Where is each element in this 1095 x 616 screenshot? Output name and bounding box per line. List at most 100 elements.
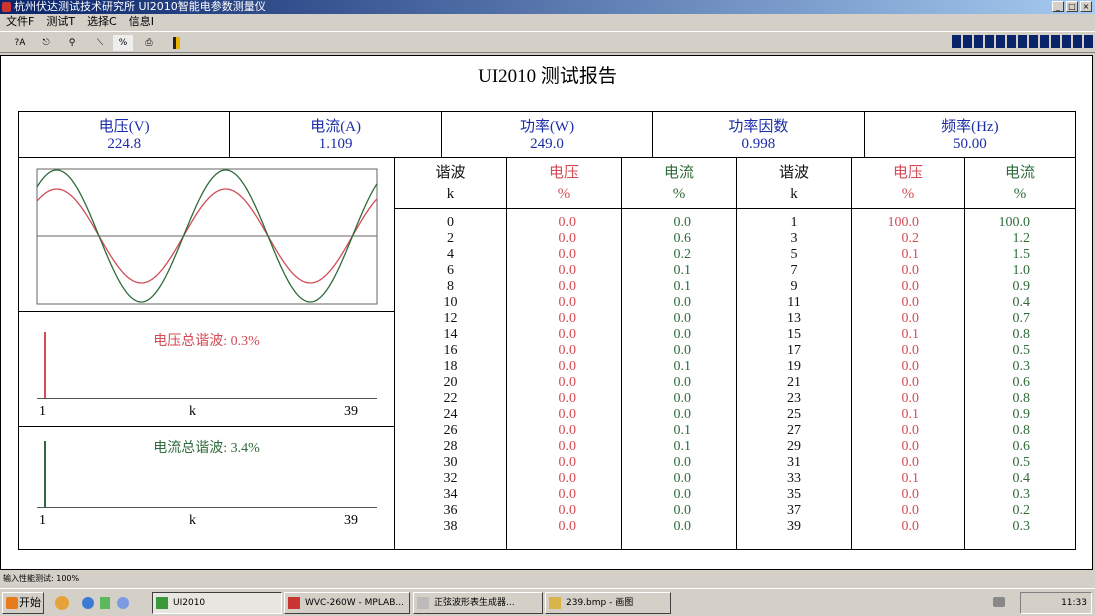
axis-end: 39 xyxy=(344,404,358,419)
table-cell: 0.0 xyxy=(901,279,920,294)
signal-level-meter xyxy=(952,35,1095,48)
maximize-button[interactable]: □ xyxy=(1066,1,1078,12)
task-label: WVC-260W - MPLAB... xyxy=(305,598,404,608)
column-even_i: 电流% 0.0 0.6 0.2 0.1 0.1 0.0 0.0 0.0 0.0 0.1 0.0 0.0 0… xyxy=(622,158,737,549)
table-cell: 0.1 xyxy=(673,423,692,438)
printer-tray-icon[interactable] xyxy=(993,597,1005,607)
table-cell: 0.9 xyxy=(1012,407,1031,422)
table-cell: 32 xyxy=(443,471,458,486)
current-waveform xyxy=(36,169,378,303)
taskbar: 开始 UI2010 WVC-260W - MPLAB... 正弦波形表生成器..… xyxy=(0,588,1095,616)
level-segment xyxy=(952,35,961,48)
table-cell: 22 xyxy=(443,391,458,406)
browser-icon[interactable] xyxy=(82,597,94,609)
column-header: 电压% xyxy=(852,158,964,209)
table-cell: 0.0 xyxy=(673,215,692,230)
table-cell: 0.0 xyxy=(673,455,692,470)
current-fundamental-bar xyxy=(44,441,46,507)
label: 电压(V) xyxy=(98,119,150,135)
windows-logo-icon xyxy=(6,597,18,609)
table-cell: 0.0 xyxy=(558,471,577,486)
table-cell: 5 xyxy=(790,247,798,262)
column-odd_k: 谐波 k 1 3 5 7 9 11 13 15 17 19 21 23 25 27 29 31 33 35 37 39 xyxy=(737,158,852,549)
table-cell: 16 xyxy=(443,343,458,358)
exit-icon[interactable] xyxy=(166,35,186,51)
quicklaunch-icon[interactable] xyxy=(100,597,110,609)
percent-icon[interactable]: % xyxy=(113,35,133,51)
column-header: 谐波 k xyxy=(395,158,506,209)
menu-bar: 文件F 测试T 选择C 信息I xyxy=(0,14,1095,29)
minimize-button[interactable]: _ xyxy=(1052,1,1064,12)
table-cell: 0.0 xyxy=(558,439,577,454)
paint-icon xyxy=(549,597,561,609)
status-bar: 输入性能测试: 100% xyxy=(3,574,80,583)
label: 功率因数 xyxy=(728,119,789,135)
table-cell: 0.0 xyxy=(901,295,920,310)
table-cell: 0.0 xyxy=(558,503,577,518)
zoom-icon[interactable]: ⚲ xyxy=(68,38,76,48)
header-text: 谐波 xyxy=(435,165,466,181)
table-cell: 0 xyxy=(447,215,454,230)
toolbar: ?A ⎋ ⚲ ⟍ % ⎙ xyxy=(0,31,1095,53)
harmonics-table: 谐波 k 0 2 4 6 8 10 12 14 16 18 20 22 24 26 28 30 32 34 36 38 电压… xyxy=(394,157,1076,550)
lock-icon[interactable]: ⎋ xyxy=(42,38,50,48)
axis-label: k xyxy=(189,404,196,419)
table-cell: 0.1 xyxy=(901,471,920,486)
table-cell: 26 xyxy=(443,423,458,438)
table-cell: 7 xyxy=(790,263,798,278)
table-cell: 11 xyxy=(787,295,801,310)
axis-label: k xyxy=(189,513,196,528)
label: 功率(W) xyxy=(519,119,575,135)
table-cell: 10 xyxy=(443,295,458,310)
value: 1.109 xyxy=(318,136,353,152)
table-cell: 0.2 xyxy=(1012,503,1031,518)
table-cell: 0.0 xyxy=(673,311,692,326)
table-cell: 0.0 xyxy=(558,247,577,262)
table-cell: 1 xyxy=(790,215,798,230)
table-cell: 0.0 xyxy=(673,391,692,406)
table-cell: 0.0 xyxy=(558,215,577,230)
menu-select[interactable]: 选择C xyxy=(87,15,117,28)
column-header: 电流% xyxy=(965,158,1075,209)
table-cell: 33 xyxy=(787,471,801,486)
header-text: 电压 xyxy=(892,165,923,181)
level-segment xyxy=(1062,35,1071,48)
print-icon[interactable]: ⎙ xyxy=(145,38,153,48)
close-button[interactable]: × xyxy=(1080,1,1092,12)
header-text: 谐波 xyxy=(778,165,809,181)
menu-info[interactable]: 信息I xyxy=(128,15,154,28)
table-cell: 3 xyxy=(790,231,798,246)
auto-range-icon[interactable]: ?A xyxy=(14,38,26,48)
table-cell: 8 xyxy=(447,279,454,294)
clock[interactable]: 11:33 xyxy=(1061,598,1087,608)
table-cell: 20 xyxy=(443,375,458,390)
column-header: 电流% xyxy=(622,158,736,209)
table-cell: 0.0 xyxy=(901,359,920,374)
task-mplab[interactable]: WVC-260W - MPLAB... xyxy=(284,592,410,614)
table-cell: 6 xyxy=(447,263,454,278)
start-button[interactable]: 开始 xyxy=(2,592,44,614)
task-paint[interactable]: 239.bmp - 画图 xyxy=(545,592,671,614)
table-cell: 0.5 xyxy=(1012,343,1031,358)
voltage-waveform xyxy=(36,188,378,284)
table-cell: 0.0 xyxy=(558,295,577,310)
quicklaunch-icon[interactable] xyxy=(117,597,129,609)
voltage-thd: 电压总谐波: 0.3% xyxy=(153,334,260,349)
probe-icon[interactable]: ⟍ xyxy=(96,38,104,48)
table-cell: 0.0 xyxy=(673,375,692,390)
table-cell: 0.2 xyxy=(901,231,920,246)
menu-test[interactable]: 测试T xyxy=(46,15,76,28)
quicklaunch-icon[interactable] xyxy=(55,596,69,610)
column-odd_v: 电压% 100.0 0.2 0.1 0.0 0.0 0.0 0.0 0.1 0.0 0.0 0.0 0.… xyxy=(852,158,965,549)
level-segment xyxy=(963,35,972,48)
table-cell: 0.8 xyxy=(1012,423,1031,438)
table-cell: 0.0 xyxy=(901,263,920,278)
table-cell: 38 xyxy=(443,519,458,534)
table-cell: 21 xyxy=(787,375,801,390)
table-cell: 0.0 xyxy=(901,391,920,406)
table-cell: 0.0 xyxy=(901,455,920,470)
header-text: % xyxy=(901,186,915,202)
task-ui2010[interactable]: UI2010 xyxy=(152,592,282,614)
menu-file[interactable]: 文件F xyxy=(6,15,35,28)
task-sine-generator[interactable]: 正弦波形表生成器... xyxy=(413,592,543,614)
